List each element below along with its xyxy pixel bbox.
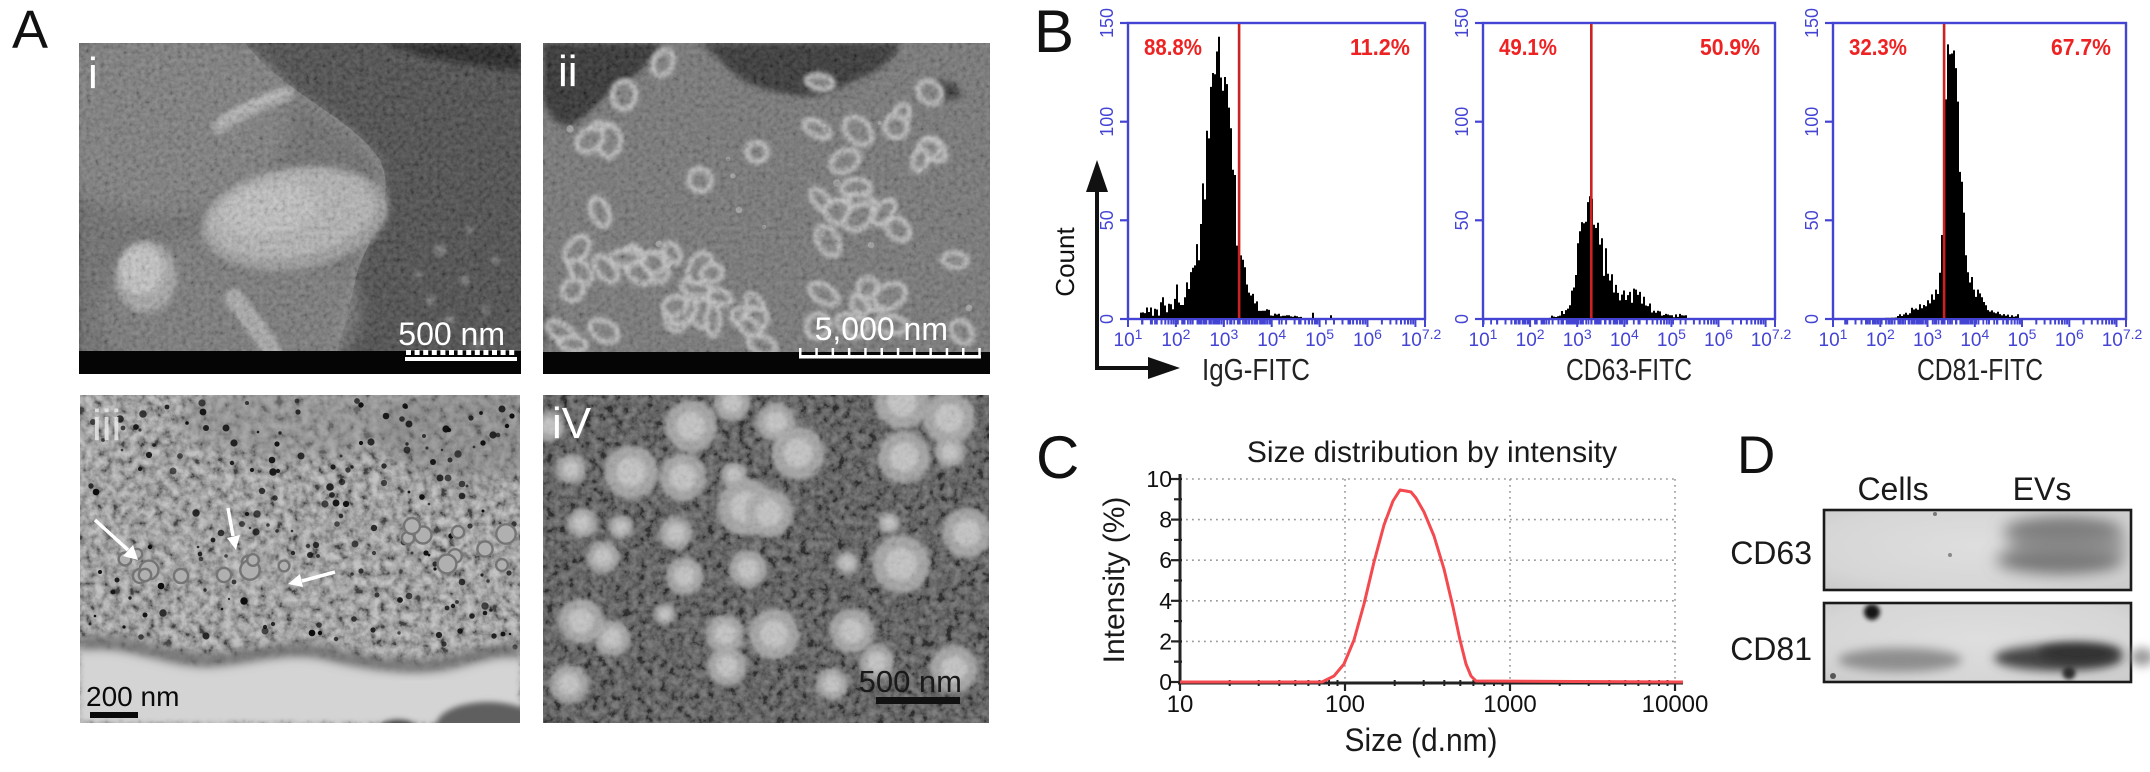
svg-text:4: 4	[1159, 588, 1172, 614]
svg-text:EVs: EVs	[2013, 471, 2072, 507]
svg-text:1000: 1000	[1483, 691, 1536, 718]
svg-text:103: 103	[1913, 326, 1942, 351]
svg-text:6: 6	[1159, 547, 1172, 573]
svg-text:iii: iii	[92, 401, 121, 450]
svg-text:50.9%: 50.9%	[1700, 34, 1760, 60]
svg-text:104: 104	[1960, 326, 1989, 351]
svg-text:Count: Count	[1050, 227, 1080, 297]
svg-text:0: 0	[1159, 669, 1172, 695]
svg-text:C: C	[1036, 424, 1079, 491]
svg-text:105: 105	[2008, 326, 2037, 351]
svg-text:CD81: CD81	[1730, 631, 1812, 667]
svg-text:Cells: Cells	[1857, 471, 1928, 507]
svg-text:10000: 10000	[1642, 691, 1709, 718]
svg-text:103: 103	[1563, 326, 1592, 351]
svg-text:200 nm: 200 nm	[86, 681, 179, 712]
svg-text:106: 106	[1353, 326, 1382, 351]
svg-text:iV: iV	[552, 399, 592, 448]
svg-text:49.1%: 49.1%	[1499, 34, 1557, 60]
svg-text:102: 102	[1161, 326, 1190, 351]
svg-text:101: 101	[1114, 326, 1143, 351]
svg-text:104: 104	[1610, 326, 1639, 351]
svg-text:50: 50	[1452, 210, 1472, 230]
svg-text:5,000 nm: 5,000 nm	[815, 311, 948, 347]
svg-text:CD63-FITC: CD63-FITC	[1566, 352, 1692, 387]
svg-text:100: 100	[1452, 107, 1472, 137]
svg-text:32.3%: 32.3%	[1849, 34, 1907, 60]
svg-text:67.7%: 67.7%	[2051, 34, 2111, 60]
svg-text:107.2: 107.2	[1401, 326, 1442, 351]
svg-text:0: 0	[1097, 314, 1117, 324]
svg-text:102: 102	[1516, 326, 1545, 351]
svg-text:11.2%: 11.2%	[1350, 34, 1410, 60]
svg-text:105: 105	[1657, 326, 1686, 351]
svg-text:Size (d.nm): Size (d.nm)	[1345, 722, 1498, 758]
svg-text:0: 0	[1802, 314, 1822, 324]
svg-text:101: 101	[1819, 326, 1848, 351]
svg-text:D: D	[1737, 426, 1775, 485]
svg-text:103: 103	[1209, 326, 1238, 351]
svg-text:105: 105	[1305, 326, 1334, 351]
svg-text:150: 150	[1452, 8, 1472, 38]
svg-text:CD63: CD63	[1730, 535, 1812, 571]
svg-text:106: 106	[2055, 326, 2084, 351]
svg-text:CD81-FITC: CD81-FITC	[1917, 352, 2043, 387]
svg-text:10: 10	[1146, 466, 1172, 492]
svg-text:150: 150	[1097, 8, 1117, 38]
svg-text:500 nm: 500 nm	[398, 316, 505, 352]
svg-text:Size distribution by intensity: Size distribution by intensity	[1247, 436, 1617, 469]
svg-text:50: 50	[1097, 210, 1117, 230]
svg-text:150: 150	[1802, 8, 1822, 38]
svg-text:100: 100	[1802, 107, 1822, 137]
svg-text:102: 102	[1866, 326, 1895, 351]
svg-text:88.8%: 88.8%	[1144, 34, 1202, 60]
svg-text:B: B	[1034, 0, 1074, 65]
svg-text:IgG-FITC: IgG-FITC	[1202, 352, 1310, 387]
svg-text:Intensity (%): Intensity (%)	[1098, 497, 1131, 664]
svg-text:i: i	[88, 49, 98, 98]
svg-text:100: 100	[1097, 107, 1117, 137]
svg-text:101: 101	[1469, 326, 1498, 351]
svg-text:A: A	[12, 0, 48, 60]
svg-text:50: 50	[1802, 210, 1822, 230]
svg-text:ii: ii	[558, 47, 578, 96]
svg-text:8: 8	[1159, 507, 1172, 533]
svg-text:500 nm: 500 nm	[859, 664, 962, 699]
svg-text:0: 0	[1452, 314, 1472, 324]
svg-text:107.2: 107.2	[2102, 326, 2143, 351]
svg-text:104: 104	[1257, 326, 1286, 351]
svg-text:100: 100	[1325, 691, 1365, 718]
svg-text:107.2: 107.2	[1751, 326, 1792, 351]
svg-text:10: 10	[1167, 691, 1194, 718]
svg-text:2: 2	[1159, 628, 1172, 654]
svg-text:106: 106	[1704, 326, 1733, 351]
